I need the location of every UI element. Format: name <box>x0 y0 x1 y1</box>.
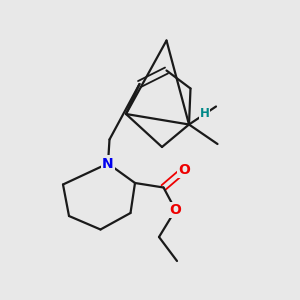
Text: O: O <box>178 163 190 176</box>
Text: O: O <box>169 203 181 217</box>
Text: N: N <box>102 157 114 170</box>
Text: H: H <box>200 106 209 120</box>
